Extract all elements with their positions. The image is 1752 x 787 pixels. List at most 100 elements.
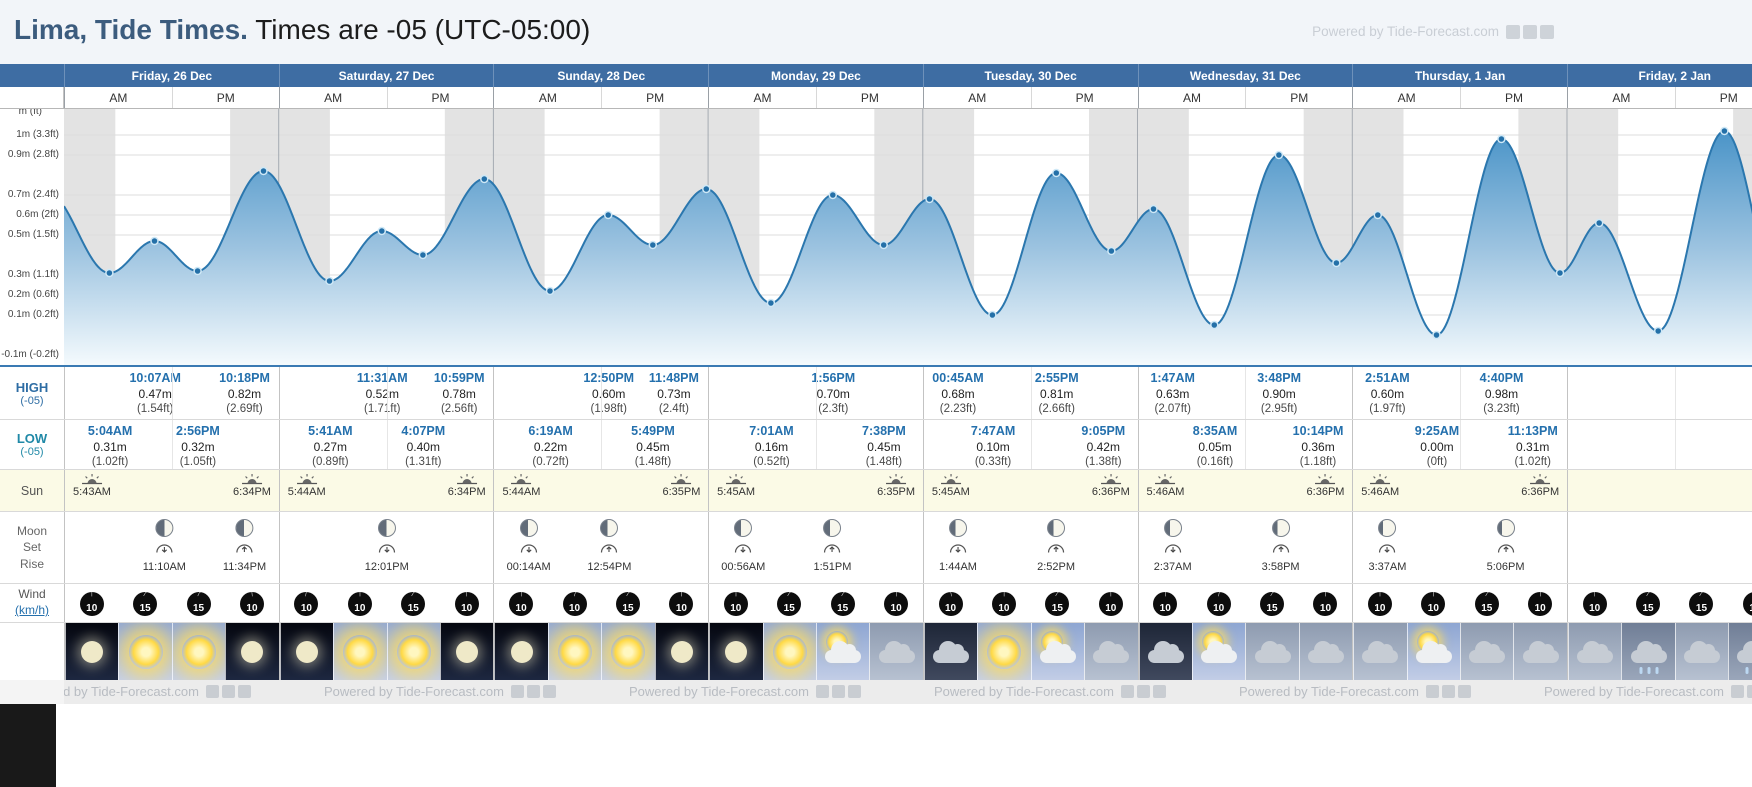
watermark-social-icon[interactable] — [205, 685, 219, 698]
wind-badge: ↑ 15 — [1688, 587, 1714, 617]
low-tide-entry: 9:25AM 0.00m (0ft) — [1415, 424, 1459, 469]
watermark-social-icons — [1506, 24, 1554, 39]
watermark-social-icon[interactable] — [510, 685, 524, 698]
watermark-social-icon[interactable] — [1540, 24, 1554, 39]
sunset-entry: 6:36PM — [1307, 473, 1344, 498]
high-tide-entry: 10:59PM 0.78m (2.56ft) — [434, 371, 485, 416]
tide-height-m: 0.32m — [181, 439, 215, 454]
weather-tile-cloudy — [1353, 623, 1407, 680]
watermark-social-icon[interactable] — [221, 685, 235, 698]
watermark-social-icon[interactable] — [1120, 685, 1134, 698]
moon-rise-time: 5:06PM — [1486, 561, 1525, 573]
moon-set-arc-icon — [378, 544, 395, 553]
wind-speed-value: 15 — [837, 603, 849, 614]
watermark-top-text: Powered by Tide-Forecast.com — [1312, 24, 1499, 39]
sun-icon — [611, 634, 646, 669]
moon-set-time: 11:10AM — [142, 561, 186, 573]
wind-badge: ↑ 15 — [1259, 587, 1285, 617]
watermark-social-icon[interactable] — [815, 685, 829, 698]
moon-set-time: 00:56AM — [721, 561, 766, 573]
wind-speed-value: 10 — [1589, 603, 1601, 614]
watermark-social-icon[interactable] — [1746, 685, 1752, 698]
tide-height-ft: (1.48ft) — [634, 455, 672, 468]
sunrise-entry: 5:44AM — [502, 473, 540, 498]
tide-height-m: 0.70m — [816, 386, 850, 401]
low-tide-day-cell: 8:35AM 0.05m (0.16ft) 10:14PM 0.36m (1.18ft) — [1137, 420, 1353, 469]
high-tide-row: HIGH (-05) 10:07AM 0.47m (1.54ft) 10:18PM 0.… — [0, 365, 1752, 419]
sunset-time: 6:34PM — [447, 486, 486, 498]
tide-low-marker — [648, 240, 658, 250]
tide-height-m: 0.98m — [1484, 386, 1519, 401]
watermark-social-icon[interactable] — [1506, 24, 1520, 39]
weather-tile-partly — [1191, 623, 1246, 680]
sun-day-cell: 5:46AM 6:36PM — [1137, 470, 1353, 511]
tide-high-marker — [1052, 168, 1061, 178]
cloud-icon — [1415, 641, 1452, 663]
tide-height-ft: (2.69ft) — [226, 402, 263, 415]
day-header-cell: Saturday, 27 Dec — [278, 64, 494, 87]
sunset-time: 6:35PM — [662, 486, 701, 498]
moon-set-entry: 12:01PM — [365, 519, 409, 573]
wind-speed-value: 10 — [246, 603, 258, 614]
tide-chart-svg — [64, 109, 1752, 365]
cloud-icon — [1522, 641, 1559, 663]
wind-speed-value: 15 — [1481, 603, 1493, 614]
watermark-social-icon[interactable] — [526, 685, 540, 698]
sunset-entry: 6:35PM — [877, 473, 915, 498]
weather-tile-sunny — [171, 623, 226, 680]
tide-high-marker — [828, 190, 838, 200]
watermark-social-icon[interactable] — [1152, 685, 1166, 698]
watermark-social-icon[interactable] — [1730, 685, 1744, 698]
tide-low-marker — [1210, 320, 1219, 330]
moon-rise-entry: 12:54PM — [587, 519, 631, 573]
tide-height-m: 0.68m — [941, 386, 975, 401]
moon-phase-icon — [823, 519, 842, 537]
axis-tick-label: 0.2m (0.6ft) — [7, 289, 59, 300]
wind-direction-arrow: ↑ — [1537, 588, 1543, 599]
watermark-social-icon[interactable] — [237, 685, 251, 698]
watermark-social-icon[interactable] — [1441, 685, 1455, 698]
wind-day-cell: ↑ 10 ↑ 10 ↑ 15 ↑ 10 — [1137, 584, 1353, 622]
tide-time: 2:56PM — [176, 424, 220, 438]
watermark-social-icon[interactable] — [1136, 685, 1150, 698]
wind-unit-link[interactable]: (km/h) — [15, 603, 49, 617]
weather-tile-sunny — [333, 623, 387, 680]
wind-badge: ↑ 10 — [723, 588, 749, 617]
tide-height-ft: (1.02ft) — [91, 455, 129, 468]
tide-low-marker — [1653, 326, 1663, 336]
moon-rise-icon-wrap — [235, 540, 255, 558]
watermark-social-icon[interactable] — [831, 685, 845, 698]
cloud-icon — [878, 641, 915, 663]
weather-day-cell — [1566, 623, 1752, 680]
moon-day-cell: 1:44AM 2:52PM — [922, 512, 1138, 583]
sun-icon — [128, 634, 163, 669]
high-row-label: HIGH (-05) — [0, 367, 64, 419]
watermark-social-icon[interactable] — [1425, 685, 1439, 698]
watermark-social-icon[interactable] — [1523, 24, 1537, 39]
tide-height-ft: (1.98ft) — [590, 402, 627, 415]
watermark-social-icon[interactable] — [1457, 685, 1471, 698]
sunset-icon — [456, 474, 477, 485]
moon-rise-entry: 2:52PM — [1037, 519, 1075, 573]
wind-direction-arrow: ↑ — [89, 588, 95, 599]
wind-circle — [1045, 592, 1070, 616]
watermark-social-icon[interactable] — [542, 685, 556, 698]
sunset-entry: 6:34PM — [448, 473, 486, 498]
wind-direction-arrow: ↑ — [357, 588, 363, 599]
low-tide-day-cell: 5:41AM 0.27m (0.89ft) 4:07PM 0.40m (1.31ft) — [278, 420, 494, 469]
moon-rise-time: 11:34PM — [222, 561, 267, 573]
low-tide-entry: 8:35AM 0.05m (0.16ft) — [1193, 424, 1237, 469]
wind-circle — [347, 592, 372, 616]
wind-circle — [1636, 592, 1661, 616]
tide-low-marker — [879, 240, 888, 250]
low-tide-entry: 11:13PM 0.31m (1.02ft) — [1508, 424, 1558, 469]
watermark-social-icon[interactable] — [847, 685, 861, 698]
tide-chart — [64, 109, 1752, 365]
tide-height-ft: (1.48ft) — [865, 455, 903, 468]
wind-direction-arrow: ↑ — [1430, 588, 1436, 599]
sunset-icon — [886, 474, 907, 485]
moon-set-time: 2:37AM — [1153, 561, 1192, 573]
ampm-day-cell: AM PM — [64, 87, 279, 108]
moon-row: Moon Set Rise 11:10AM 11:34PM 12:01PM 00:14AM… — [0, 511, 1752, 583]
wind-badge: ↑ 15 — [615, 587, 641, 617]
